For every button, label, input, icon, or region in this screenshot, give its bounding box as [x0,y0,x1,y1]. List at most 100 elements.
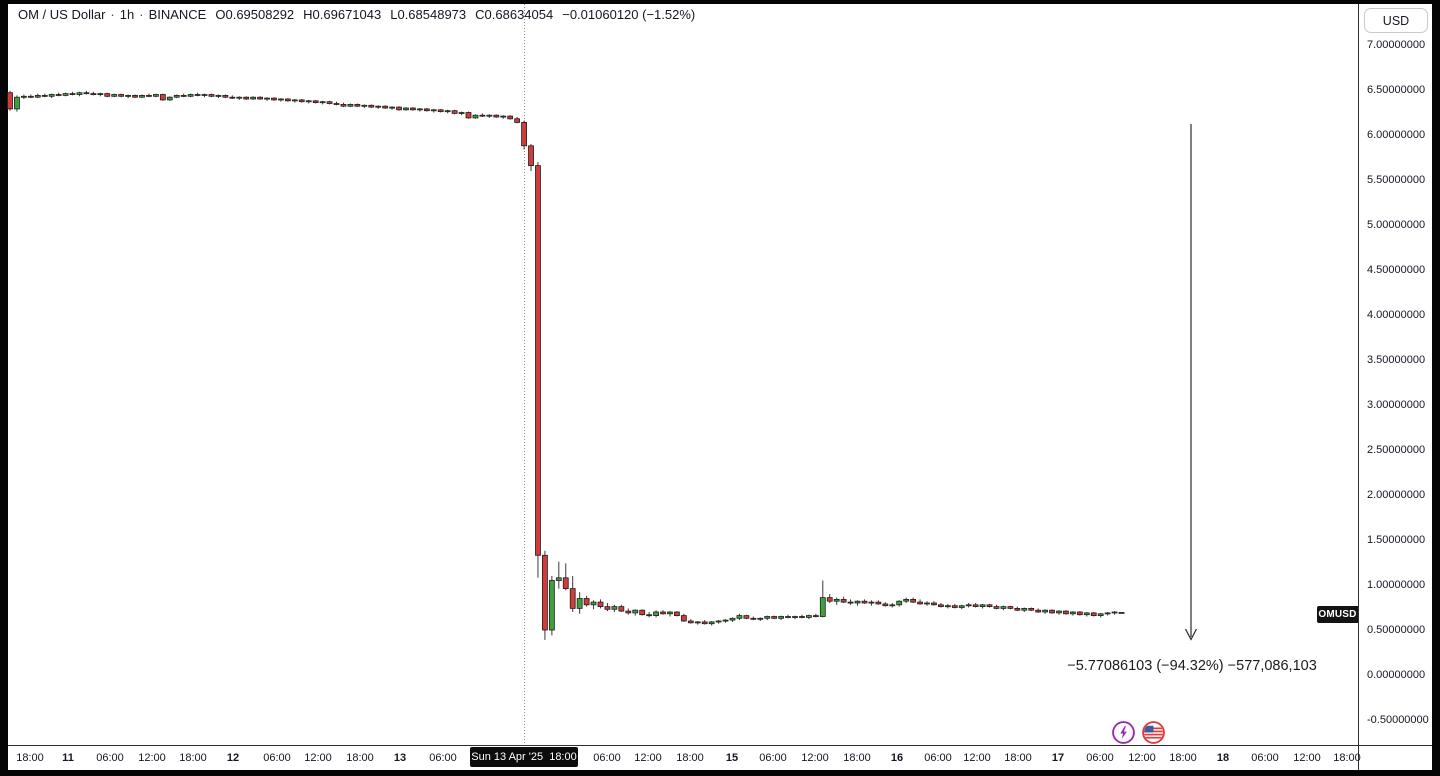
candle [62,92,69,97]
candle [799,614,805,619]
time-axis-label: 18:00 [346,752,374,764]
time-axis[interactable]: Sun 13 Apr '25 18:00 18:00 11 06:00 12:00 18… [8,746,1361,770]
candle [326,100,333,105]
candle [416,108,423,112]
candle [569,576,576,612]
candle [48,93,55,99]
candle [173,94,180,99]
time-axis-label: 06:00 [1086,752,1114,764]
candle [14,95,20,112]
candle [479,113,486,117]
candle [1090,612,1097,617]
candle [729,617,736,622]
candle [708,621,715,626]
candle [986,603,993,608]
candle [423,108,430,112]
low-value: L0.68548973 [390,7,467,22]
candle [910,597,917,603]
candle [667,611,673,617]
candle [514,117,521,124]
candle [159,93,166,101]
candle [632,609,639,616]
candle [792,615,798,620]
title-separator: · [110,7,115,22]
candle [847,599,854,605]
candle [382,105,389,109]
drawdown-annotation-text[interactable]: −5.77086103 (−94.32%) −577,086,103 [1067,658,1317,674]
candle [27,94,34,99]
candle [437,108,444,113]
time-axis-label: 16 [890,752,904,764]
candle [646,612,653,618]
candle [555,561,562,589]
candle [187,93,194,98]
symbol-name[interactable]: OM / US Dollar [18,7,106,22]
candle [500,115,507,119]
candle [701,620,708,625]
candle [674,611,680,617]
time-axis-label: 13 [393,752,407,764]
candle [937,603,944,608]
candle [125,94,131,99]
candle [201,93,208,98]
candle [347,103,354,108]
close-value: C0.68634054 [475,7,554,22]
candle [972,603,979,608]
candle [1014,606,1021,612]
candle [486,114,493,118]
candle [41,93,48,98]
candle [194,92,201,97]
lightning-event-icon[interactable] [1111,720,1136,745]
candle [639,609,646,616]
candle [618,604,625,612]
candle [778,615,785,621]
chart-pane[interactable] [8,4,1358,745]
candle [271,97,277,101]
candle [111,93,118,98]
candle [889,603,896,608]
candle [583,595,590,607]
time-axis-label: 18:00 [179,752,207,764]
candle [1063,610,1069,615]
time-axis-label: 06:00 [593,752,621,764]
candle [653,610,659,618]
price-axis-label: 6.00000000 [1367,129,1426,141]
price-axis-label: 1.00000000 [1367,579,1426,591]
us-flag-event-icon[interactable] [1141,720,1166,745]
candle [868,600,875,606]
candle [118,93,125,98]
exchange-label[interactable]: BINANCE [148,7,207,22]
candle [152,93,159,98]
candle [55,92,62,97]
price-axis-label: 7.00000000 [1367,39,1426,51]
candlestick-series [7,90,1125,640]
candle [944,603,951,609]
candle [1000,605,1007,611]
price-axis[interactable]: USD 7.00000000 6.50000000 6.00000000 5.5000… [1359,4,1432,745]
candle [389,106,395,110]
candle [1035,608,1042,613]
time-axis-label: 17 [1051,752,1065,764]
candle [826,594,833,603]
price-axis-label: 3.50000000 [1367,354,1426,366]
interval-label[interactable]: 1h [119,7,135,22]
candle [410,107,416,111]
candle [687,619,694,624]
high-value: H0.69671043 [303,7,382,22]
candle [430,108,437,113]
time-axis-label: 18:00 [676,752,704,764]
candle [472,114,479,119]
time-axis-label: 06:00 [96,752,124,764]
currency-toggle-button[interactable]: USD [1364,8,1428,33]
price-axis-label: 4.50000000 [1367,264,1426,276]
price-axis-label: 3.00000000 [1367,399,1426,411]
candle [562,563,569,591]
candle [521,120,527,150]
candle [917,599,923,605]
price-axis-label: 0.00000000 [1367,669,1426,681]
candle [166,96,173,101]
title-separator: · [139,7,144,22]
drawdown-arrow[interactable] [1184,124,1198,641]
price-axis-label: 2.00000000 [1367,489,1426,501]
candle [361,104,368,108]
